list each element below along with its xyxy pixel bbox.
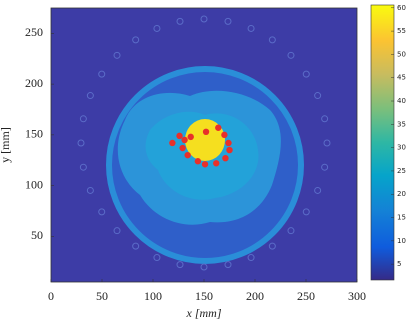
colorbar-tick-label: 35	[397, 120, 406, 128]
colorbar-tick-label: 15	[397, 214, 406, 222]
y-tick-label: 200	[25, 76, 43, 90]
point	[188, 134, 194, 140]
colorbar-gradient	[371, 5, 394, 280]
chart: 0 50 100 150 200 250 300 50 100 150 200 250 5 10 15 20…	[0, 0, 406, 323]
point	[179, 145, 185, 151]
colorbar-tick-label: 55	[397, 27, 406, 35]
point	[184, 152, 190, 158]
x-tick-label: 0	[48, 289, 54, 303]
colorbar-tick-label: 45	[397, 74, 406, 82]
point	[195, 158, 201, 164]
colorbar-tick-label: 50	[397, 50, 406, 58]
heatmap	[51, 8, 357, 282]
x-tick-label: 300	[348, 289, 366, 303]
y-tick-label: 100	[25, 177, 43, 191]
point	[203, 129, 209, 135]
point	[226, 147, 232, 153]
colorbar-tick-label: 25	[397, 167, 406, 175]
x-tick-label: 50	[96, 289, 108, 303]
x-tick-label: 200	[246, 289, 264, 303]
y-tick-label: 150	[25, 127, 43, 141]
point	[169, 140, 175, 146]
point	[213, 160, 219, 166]
y-tick-label: 250	[25, 25, 43, 39]
x-tick-label: 150	[195, 289, 213, 303]
point	[176, 133, 182, 139]
x-tick-label: 100	[144, 289, 162, 303]
point	[181, 137, 187, 143]
colorbar-tick-label: 30	[397, 144, 406, 152]
point	[202, 161, 208, 167]
x-axis-label: x [mm]	[186, 306, 222, 320]
point	[225, 140, 231, 146]
point	[215, 125, 221, 131]
y-axis-label: y [mm]	[0, 127, 12, 163]
colorbar-tick-label: 60	[397, 4, 406, 12]
y-tick-label: 50	[31, 228, 43, 242]
point	[222, 155, 228, 161]
colorbar: 5 10 15 20 25 30 35 40 45 50 55 60	[371, 4, 406, 280]
colorbar-tick-label: 10	[397, 237, 406, 245]
colorbar-tick-label: 20	[397, 190, 406, 198]
point	[221, 132, 227, 138]
colorbar-tick-label: 40	[397, 97, 406, 105]
x-tick-label: 250	[297, 289, 315, 303]
colorbar-tick-label: 5	[397, 260, 401, 268]
